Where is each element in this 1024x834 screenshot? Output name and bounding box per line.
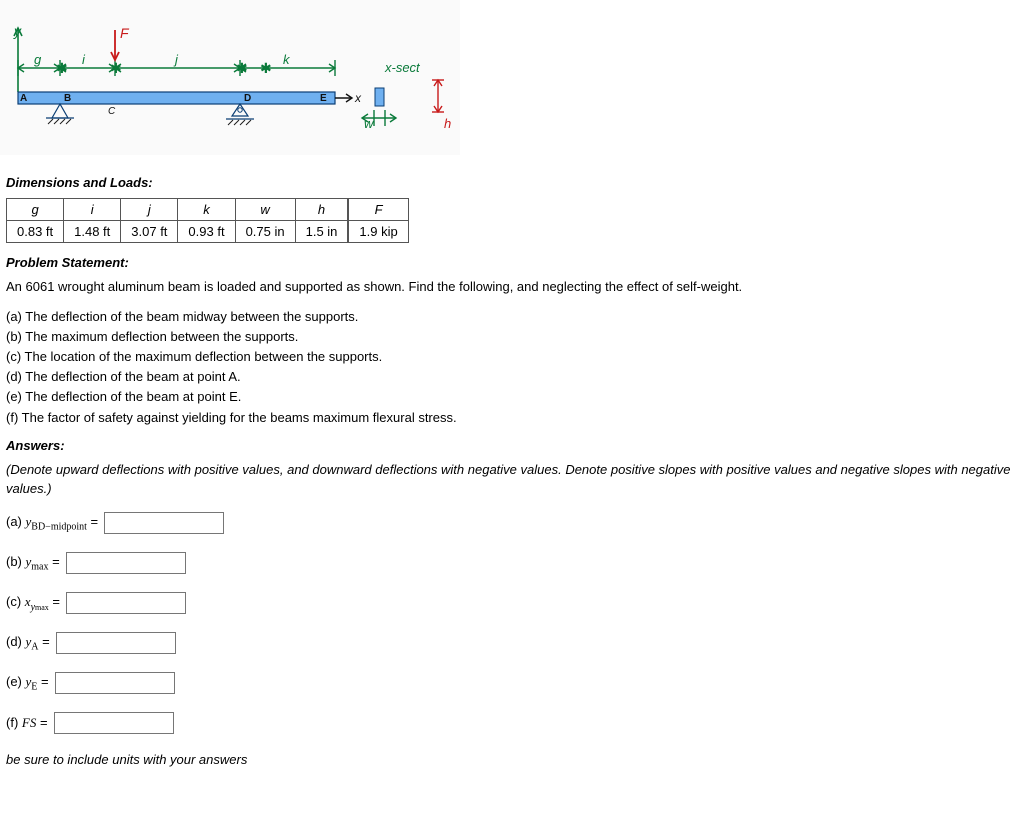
support-B: [46, 104, 74, 124]
xsect-rect: [375, 88, 384, 106]
table-row: 0.83 ft 1.48 ft 3.07 ft 0.93 ft 0.75 in …: [7, 221, 409, 243]
answer-row-b: (b) ymax =: [6, 552, 1018, 574]
answer-row-d: (d) yA =: [6, 632, 1018, 654]
ans-c-sub2: max: [35, 603, 49, 612]
ans-b-sub: max: [31, 562, 48, 573]
table-row: g i j k w h F: [7, 199, 409, 221]
label-C: C: [108, 106, 116, 117]
question-e: (e) The deflection of the beam at point …: [6, 387, 1018, 407]
label-xsect: x-sect: [384, 60, 421, 75]
answer-row-e: (e) yE =: [6, 672, 1018, 694]
label-B: B: [64, 93, 71, 104]
th-j: j: [121, 199, 178, 221]
label-h: h: [444, 116, 451, 131]
th-w: w: [235, 199, 295, 221]
question-c: (c) The location of the maximum deflecti…: [6, 347, 1018, 367]
td-h: 1.5 in: [295, 221, 348, 243]
answer-row-c: (c) xymax =: [6, 592, 1018, 614]
answer-e-input[interactable]: [55, 672, 175, 694]
ans-b-prefix: (b): [6, 554, 26, 569]
dimensions-title: Dimensions and Loads:: [6, 175, 1018, 190]
ans-e-prefix: (e): [6, 674, 26, 689]
svg-text:✱: ✱: [260, 60, 272, 76]
th-i: i: [64, 199, 121, 221]
answer-c-input[interactable]: [66, 592, 186, 614]
eq: =: [49, 554, 60, 569]
label-i: i: [82, 52, 86, 67]
answer-f-input[interactable]: [54, 712, 174, 734]
eq: =: [87, 514, 98, 529]
label-j: j: [173, 52, 179, 67]
ans-d-sub: A: [31, 642, 38, 653]
answer-d-input[interactable]: [56, 632, 176, 654]
answer-b-input[interactable]: [66, 552, 186, 574]
ans-d-prefix: (d): [6, 634, 26, 649]
answer-a-input[interactable]: [104, 512, 224, 534]
label-F: F: [120, 25, 130, 41]
question-b: (b) The maximum deflection between the s…: [6, 327, 1018, 347]
label-w: w: [364, 116, 375, 131]
label-g: g: [34, 52, 42, 67]
label-D: D: [244, 93, 251, 104]
label-A: A: [20, 93, 27, 104]
ans-a-sub: BD−midpoint: [31, 522, 87, 533]
question-a: (a) The deflection of the beam midway be…: [6, 307, 1018, 327]
beam-diagram: y g ✱ i ✱ j ✱: [0, 0, 460, 155]
td-k: 0.93 ft: [178, 221, 235, 243]
answer-row-f: (f) FS =: [6, 712, 1018, 734]
label-x: x: [354, 91, 362, 105]
th-h: h: [295, 199, 348, 221]
eq: =: [39, 634, 50, 649]
ans-a-prefix: (a): [6, 514, 26, 529]
label-E: E: [320, 93, 327, 104]
eq: =: [37, 674, 48, 689]
question-d: (d) The deflection of the beam at point …: [6, 367, 1018, 387]
eq: =: [49, 594, 60, 609]
td-w: 0.75 in: [235, 221, 295, 243]
td-g: 0.83 ft: [7, 221, 64, 243]
footer-note: be sure to include units with your answe…: [6, 752, 1018, 767]
th-F: F: [348, 199, 408, 221]
label-y: y: [13, 23, 22, 39]
td-F: 1.9 kip: [348, 221, 408, 243]
answer-row-a: (a) yBD−midpoint =: [6, 512, 1018, 534]
ans-f-prefix: (f): [6, 715, 22, 730]
th-g: g: [7, 199, 64, 221]
answers-note: (Denote upward deflections with positive…: [6, 461, 1018, 499]
td-j: 3.07 ft: [121, 221, 178, 243]
support-D: [226, 104, 254, 125]
problem-statement: An 6061 wrought aluminum beam is loaded …: [6, 278, 1018, 297]
label-k: k: [283, 52, 291, 67]
answers-title: Answers:: [6, 438, 1018, 453]
problem-title: Problem Statement:: [6, 255, 1018, 270]
ans-c-prefix: (c): [6, 594, 25, 609]
eq: =: [36, 715, 47, 730]
beam-diagram-svg: y g ✱ i ✱ j ✱: [0, 0, 460, 155]
question-list: (a) The deflection of the beam midway be…: [6, 307, 1018, 428]
ans-f-var: FS: [22, 715, 36, 730]
td-i: 1.48 ft: [64, 221, 121, 243]
question-f: (f) The factor of safety against yieldin…: [6, 408, 1018, 428]
dimensions-table: g i j k w h F 0.83 ft 1.48 ft 3.07 ft 0.…: [6, 198, 409, 243]
th-k: k: [178, 199, 235, 221]
